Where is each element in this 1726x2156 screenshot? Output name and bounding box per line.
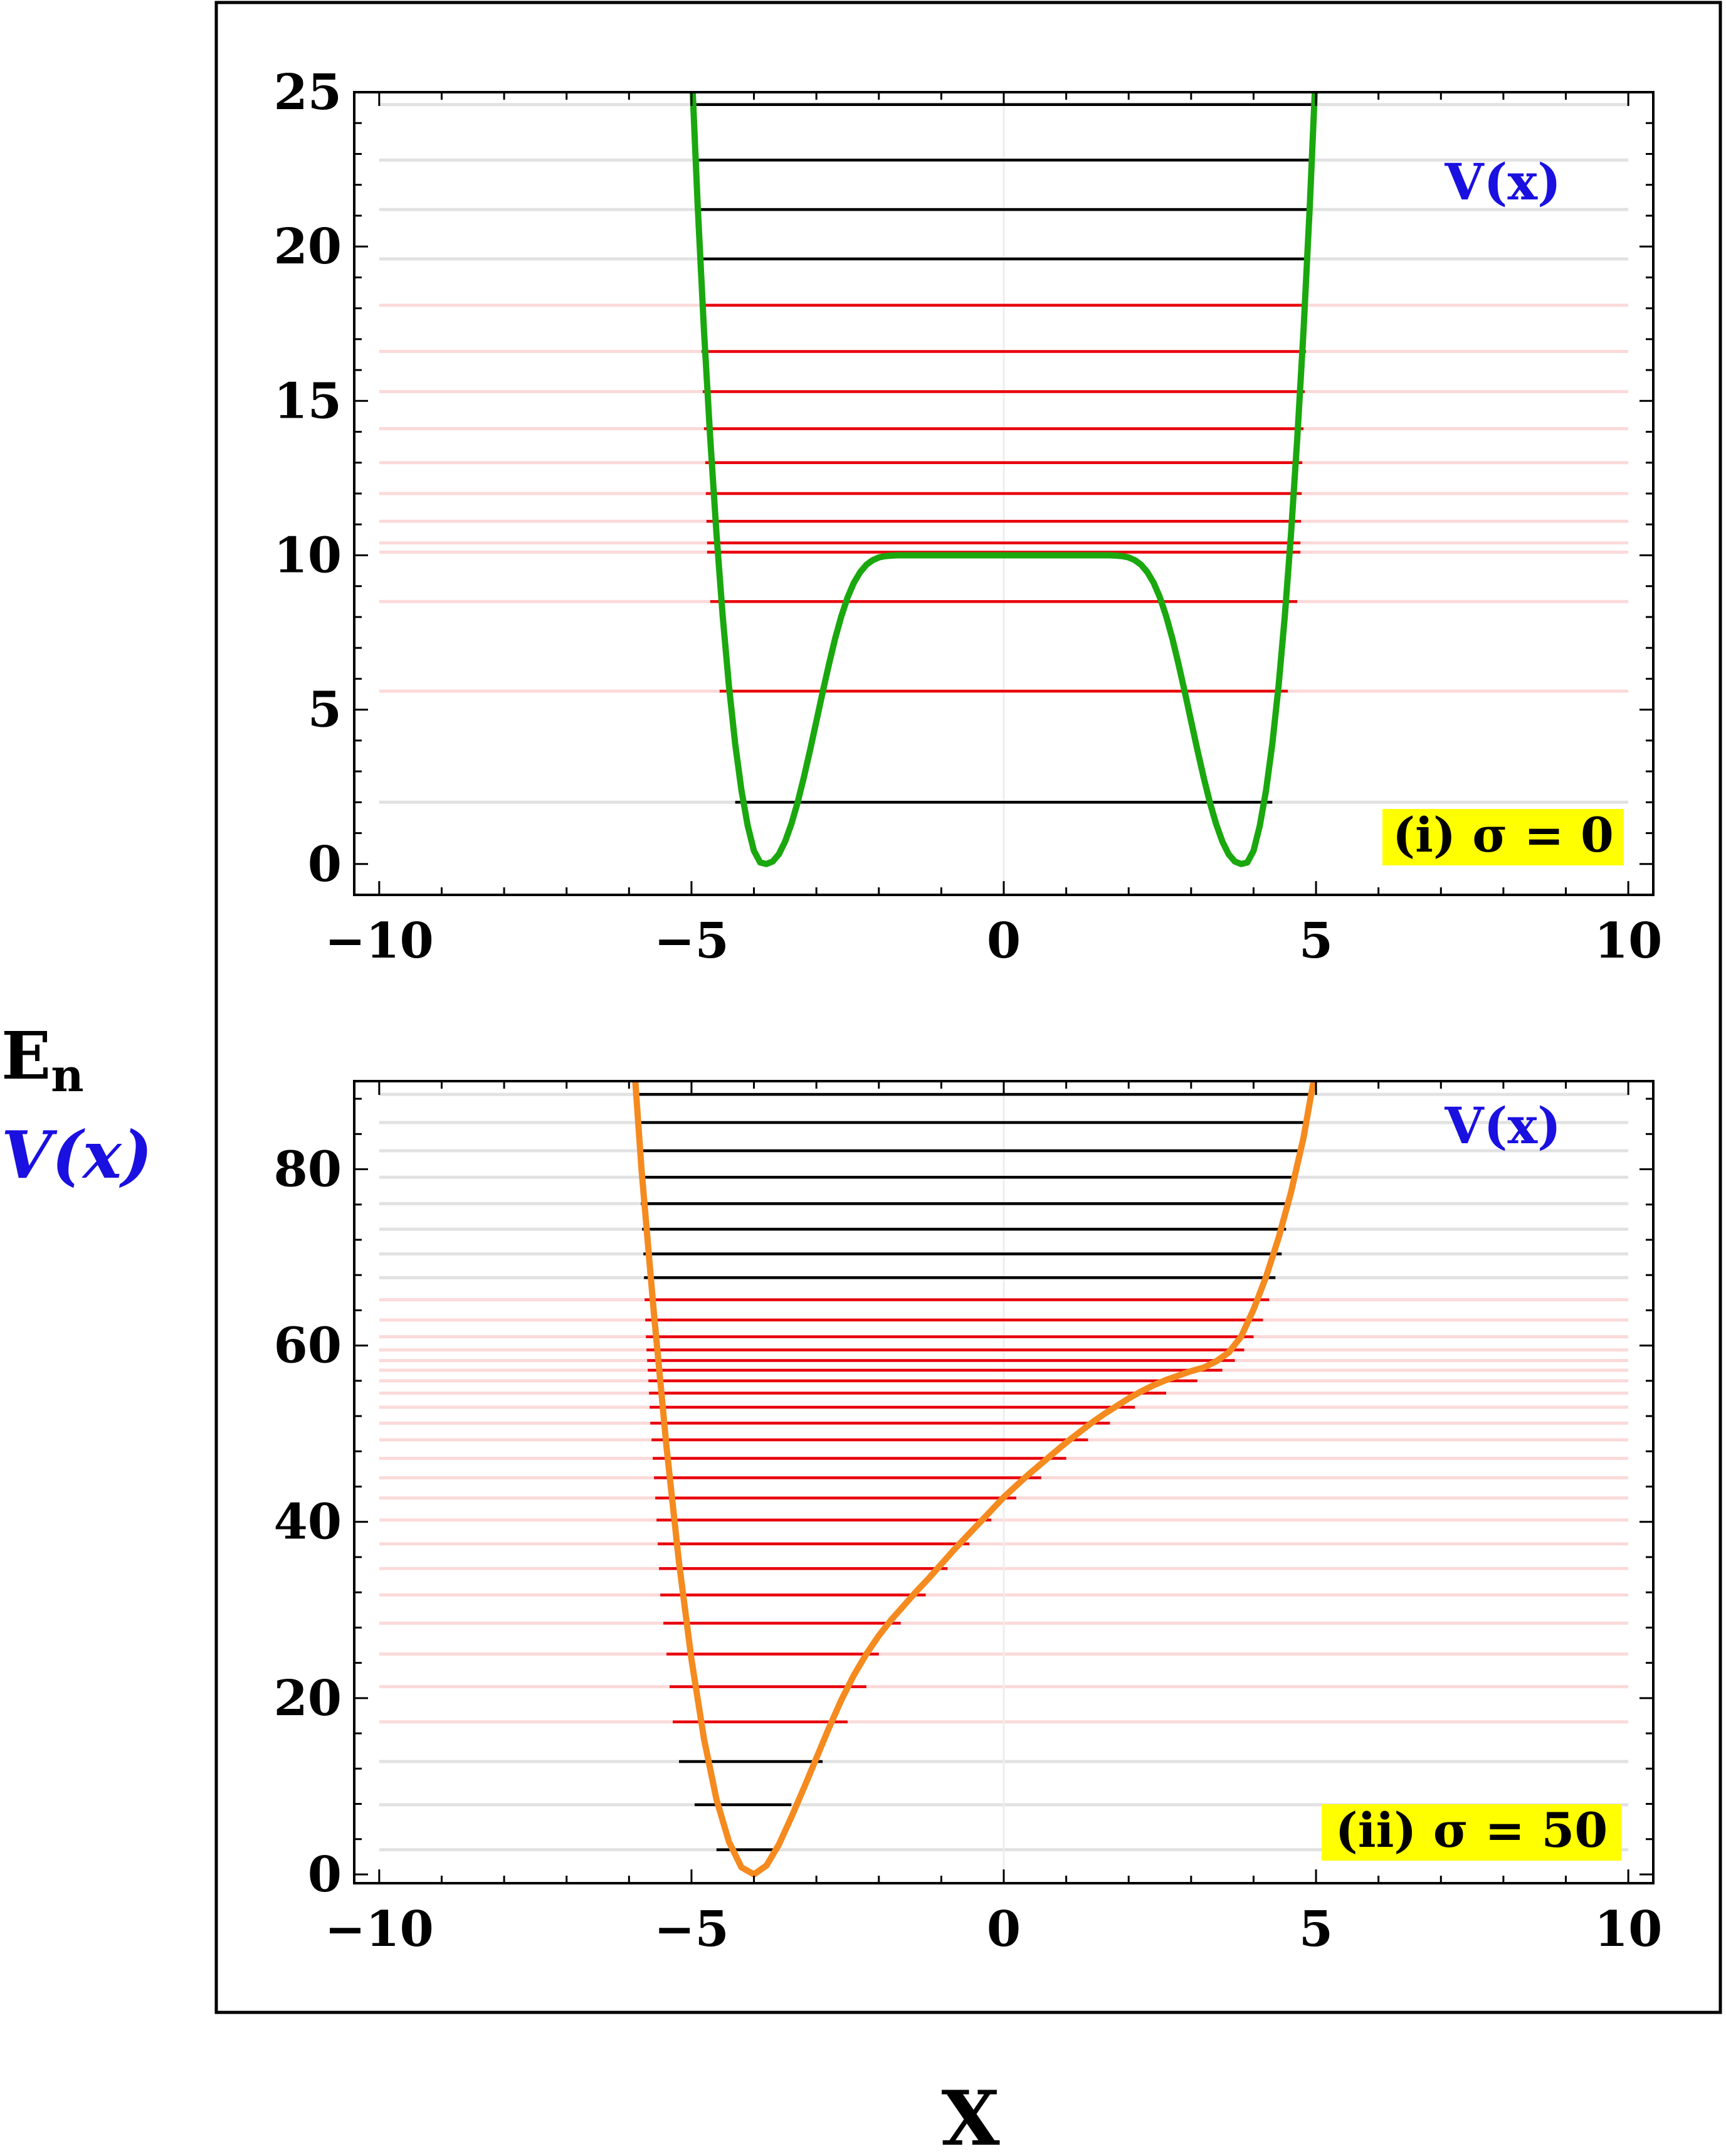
y-ticks: 0 5 10 15 20 25 [273, 64, 1653, 893]
x-tick-label: −10 [325, 912, 434, 970]
x-axis-label: X [941, 2074, 999, 2156]
y-tick-label: 60 [273, 1318, 342, 1375]
outer-frame [214, 1, 1722, 2014]
potential-curve [632, 1081, 1317, 1878]
y-tick-label: 10 [273, 527, 342, 584]
x-tick-label: 0 [987, 912, 1021, 970]
y-axis-label-Vx: V(x) [1, 1116, 152, 1193]
panel-sigma-0: −10 −5 0 5 10 0 5 10 15 20 25 V(x) (i) σ = 0 [273, 64, 1662, 970]
y-tick-label: 20 [273, 218, 342, 275]
y-ticks: 0 20 40 60 80 [273, 1097, 1653, 1903]
x-tick-label: 5 [1299, 912, 1333, 970]
panel-label: (i) σ = 0 [1392, 807, 1614, 863]
y-tick-label: 40 [273, 1494, 342, 1551]
y-axis-label-subscript: n [51, 1049, 83, 1102]
potential-curve [689, 92, 1318, 867]
energy-levels [636, 1092, 1309, 1851]
y-tick-label: 0 [308, 1846, 342, 1903]
curve-label: V(x) [1444, 152, 1561, 211]
curve-label: V(x) [1444, 1096, 1561, 1155]
y-axis-label-En: En [1, 1017, 84, 1102]
x-tick-label: 10 [1594, 1901, 1663, 1958]
x-ticks: −10 −5 0 5 10 [325, 1081, 1663, 1958]
x-tick-label: 0 [987, 1901, 1021, 1958]
panel-label-background [1382, 809, 1624, 865]
panel-label-background [1322, 1804, 1621, 1861]
x-tick-label: −10 [325, 1901, 434, 1958]
x-ticks: −10 −5 0 5 10 [325, 92, 1663, 970]
x-tick-label: 5 [1299, 1901, 1333, 1958]
panel-sigma-50: −10 −5 0 5 10 0 20 40 60 80 V(x) (ii) σ = 50 [273, 1080, 1663, 1958]
y-tick-label: 5 [308, 682, 342, 739]
y-tick-label: 15 [273, 373, 342, 430]
y-tick-label: 20 [273, 1670, 342, 1727]
x-tick-label: −5 [654, 1901, 729, 1958]
y-tick-label: 80 [273, 1141, 342, 1198]
panel-label: (ii) σ = 50 [1335, 1802, 1608, 1858]
x-tick-label: −5 [654, 912, 729, 970]
y-tick-label: 25 [273, 64, 342, 121]
x-tick-label: 10 [1594, 912, 1663, 970]
y-tick-label: 0 [308, 836, 342, 893]
